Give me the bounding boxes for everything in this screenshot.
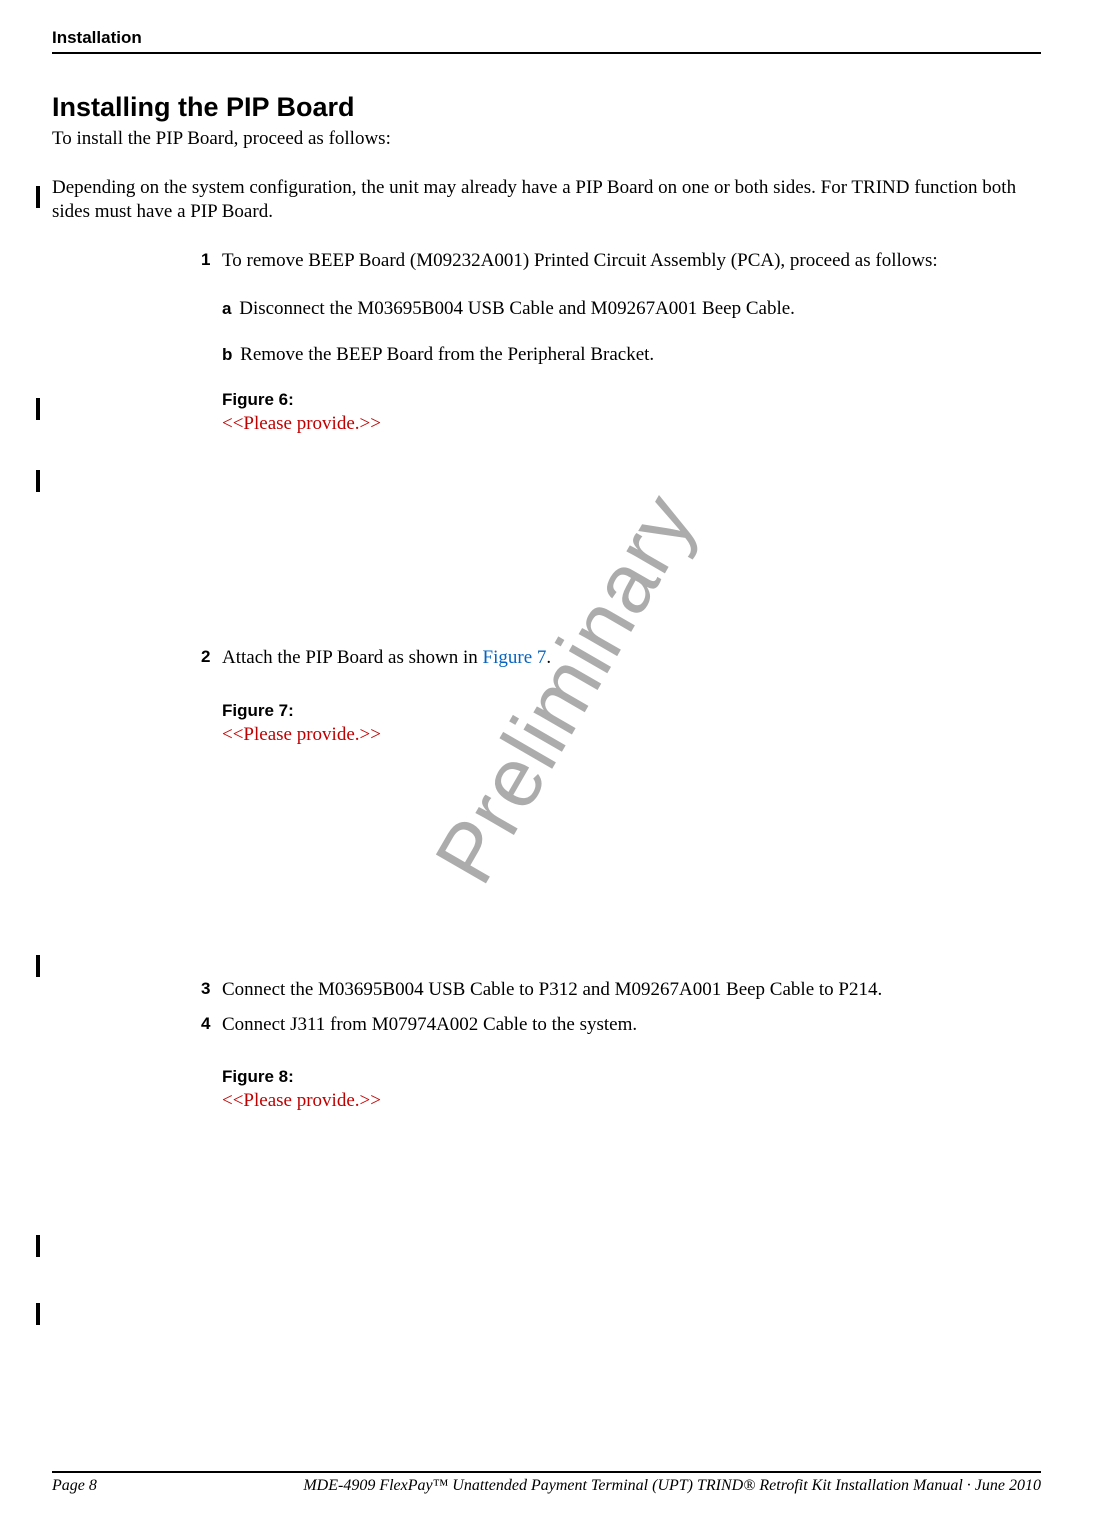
- intro-paragraph-2: Depending on the system configuration, t…: [52, 176, 1041, 225]
- change-bar: [36, 1303, 40, 1325]
- footer-row: Page 8 MDE-4909 FlexPay™ Unattended Paym…: [52, 1477, 1041, 1495]
- change-bar: [36, 398, 40, 420]
- step-2-after: .: [546, 647, 551, 668]
- step-1a-label: a: [222, 299, 231, 318]
- page-number: Page 8: [52, 1477, 97, 1495]
- page-footer: Page 8 MDE-4909 FlexPay™ Unattended Paym…: [52, 1471, 1041, 1495]
- step-2: 2 Attach the PIP Board as shown in Figur…: [201, 646, 1041, 671]
- page-container: Installation Installing the PIP Board To…: [0, 0, 1093, 1114]
- step-3-text: Connect the M03695B004 USB Cable to P312…: [222, 978, 1041, 1003]
- step-1b-label: b: [222, 345, 232, 364]
- figure-6-placeholder: <<Please provide.>>: [222, 412, 1041, 437]
- step-1-text: To remove BEEP Board (M09232A001) Printe…: [222, 249, 1041, 274]
- change-bar: [36, 1235, 40, 1257]
- change-bar: [36, 470, 40, 492]
- figure-6-block: Figure 6: <<Please provide.>>: [222, 390, 1041, 437]
- figure-7-label: Figure 7:: [222, 701, 1041, 721]
- step-2-before: Attach the PIP Board as shown in: [222, 647, 483, 668]
- step-4-text: Connect J311 from M07974A002 Cable to th…: [222, 1013, 1041, 1038]
- step-4-number: 4: [201, 1013, 222, 1038]
- running-header: Installation: [52, 28, 1041, 52]
- section-heading: Installing the PIP Board: [52, 92, 1041, 123]
- step-2-number: 2: [201, 646, 222, 671]
- step-1a: a Disconnect the M03695B004 USB Cable an…: [222, 298, 1041, 320]
- figure-8-placeholder: <<Please provide.>>: [222, 1089, 1041, 1114]
- step-4: 4 Connect J311 from M07974A002 Cable to …: [201, 1013, 1041, 1038]
- step-1: 1 To remove BEEP Board (M09232A001) Prin…: [201, 249, 1041, 274]
- footer-rule: [52, 1471, 1041, 1473]
- figure-7-link[interactable]: Figure 7: [483, 647, 547, 668]
- intro-paragraph-1: To install the PIP Board, proceed as fol…: [52, 127, 1041, 152]
- figure-8-block: Figure 8: <<Please provide.>>: [222, 1067, 1041, 1114]
- change-bar: [36, 955, 40, 977]
- step-1-number: 1: [201, 249, 222, 274]
- step-1b: b Remove the BEEP Board from the Periphe…: [222, 344, 1041, 366]
- step-1a-text: Disconnect the M03695B004 USB Cable and …: [234, 298, 794, 319]
- figure-8-label: Figure 8:: [222, 1067, 1041, 1087]
- footer-doc-title: MDE-4909 FlexPay™ Unattended Payment Ter…: [303, 1477, 1041, 1495]
- header-rule: [52, 52, 1041, 54]
- figure-7-placeholder: <<Please provide.>>: [222, 723, 1041, 748]
- change-bar: [36, 186, 40, 208]
- step-1b-text: Remove the BEEP Board from the Periphera…: [235, 344, 654, 365]
- step-3: 3 Connect the M03695B004 USB Cable to P3…: [201, 978, 1041, 1003]
- figure-6-label: Figure 6:: [222, 390, 1041, 410]
- step-3-number: 3: [201, 978, 222, 1003]
- figure-7-block: Figure 7: <<Please provide.>>: [222, 701, 1041, 748]
- step-2-text: Attach the PIP Board as shown in Figure …: [222, 646, 1041, 671]
